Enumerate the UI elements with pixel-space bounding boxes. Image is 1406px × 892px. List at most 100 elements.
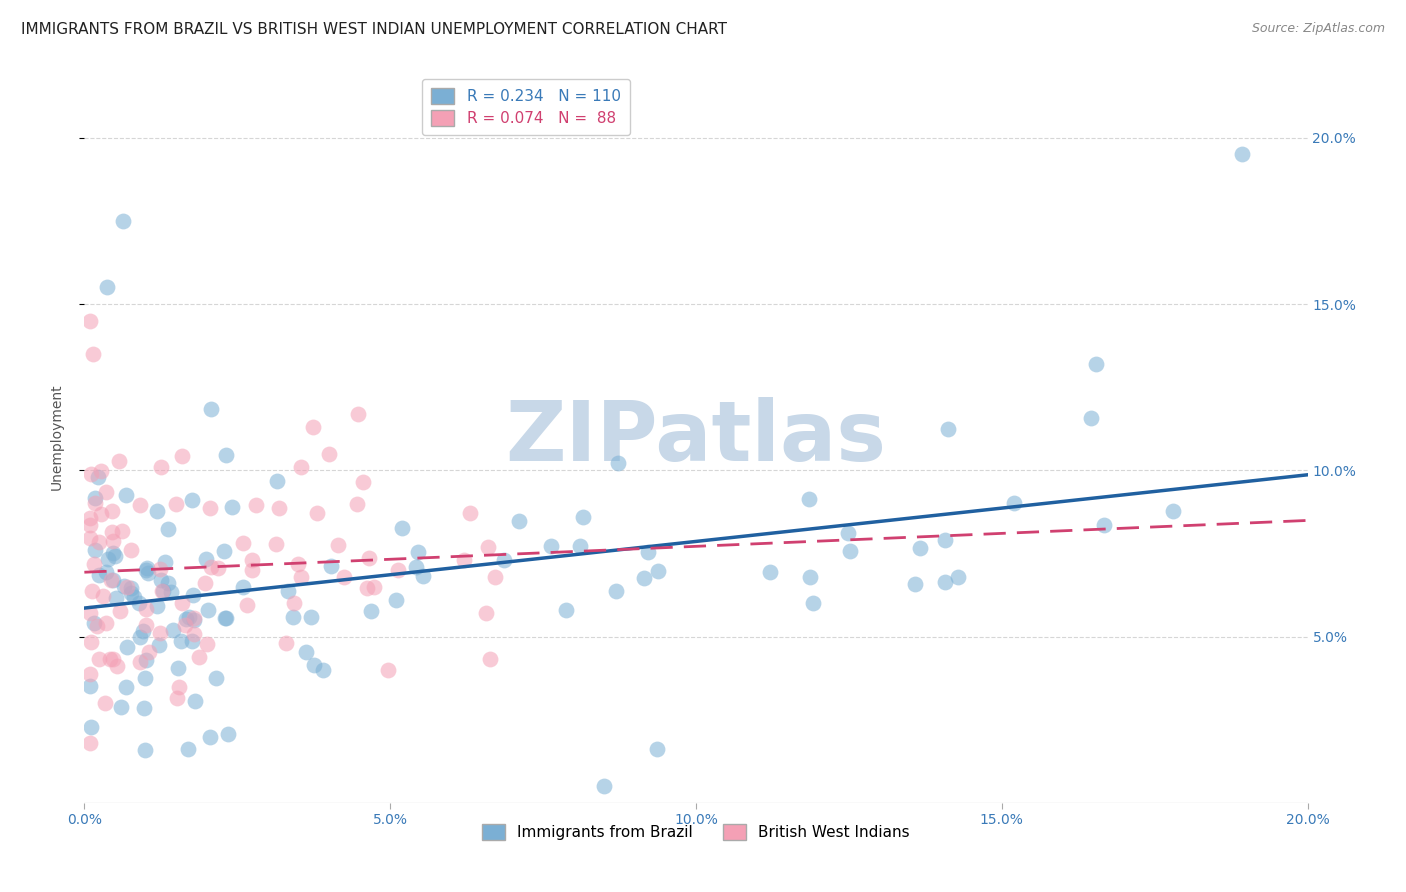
Point xyxy=(637,545,659,559)
Point xyxy=(134,671,156,685)
Point xyxy=(290,460,312,475)
Point xyxy=(101,524,124,539)
Point xyxy=(172,596,194,610)
Point xyxy=(156,522,179,536)
Point xyxy=(460,506,482,520)
Point xyxy=(145,599,167,613)
Point xyxy=(87,535,110,549)
Text: ZIPatlas: ZIPatlas xyxy=(506,397,886,477)
Point xyxy=(1092,517,1115,532)
Point xyxy=(94,565,117,579)
Point xyxy=(122,590,145,604)
Point xyxy=(170,633,193,648)
Point xyxy=(149,626,172,640)
Point xyxy=(215,611,238,625)
Point xyxy=(79,531,101,545)
Point xyxy=(198,500,221,515)
Point xyxy=(83,557,105,571)
Point xyxy=(363,580,385,594)
Point xyxy=(385,592,408,607)
Point xyxy=(908,541,931,555)
Point xyxy=(105,591,128,605)
Point xyxy=(1080,411,1102,425)
Point xyxy=(177,609,200,624)
Point xyxy=(207,561,229,575)
Point xyxy=(111,214,134,228)
Point xyxy=(405,560,427,574)
Point xyxy=(240,563,263,577)
Text: IMMIGRANTS FROM BRAZIL VS BRITISH WEST INDIAN UNEMPLOYMENT CORRELATION CHART: IMMIGRANTS FROM BRAZIL VS BRITISH WEST I… xyxy=(21,22,727,37)
Point xyxy=(647,741,669,756)
Point xyxy=(478,652,501,666)
Point xyxy=(135,617,157,632)
Point xyxy=(245,498,267,512)
Point xyxy=(152,584,174,599)
Point xyxy=(138,645,160,659)
Point xyxy=(128,596,150,610)
Point xyxy=(150,460,173,475)
Point xyxy=(360,604,382,618)
Point xyxy=(172,449,194,463)
Point xyxy=(453,552,475,566)
Point xyxy=(134,602,156,616)
Point xyxy=(105,658,128,673)
Point xyxy=(87,652,110,666)
Point xyxy=(101,534,124,549)
Point xyxy=(96,280,118,294)
Point xyxy=(101,573,124,587)
Point xyxy=(167,681,190,695)
Text: Source: ZipAtlas.com: Source: ZipAtlas.com xyxy=(1251,22,1385,36)
Point xyxy=(132,701,155,715)
Point xyxy=(162,624,184,638)
Point xyxy=(274,636,297,650)
Point xyxy=(1230,147,1253,161)
Point xyxy=(195,552,218,566)
Point xyxy=(606,456,628,470)
Point xyxy=(101,652,124,666)
Point xyxy=(214,611,236,625)
Point xyxy=(115,581,138,595)
Point xyxy=(107,454,129,468)
Point xyxy=(200,402,222,417)
Point xyxy=(406,545,429,559)
Point xyxy=(110,699,132,714)
Point xyxy=(387,563,409,577)
Point xyxy=(84,491,107,505)
Point xyxy=(146,504,169,518)
Point xyxy=(312,663,335,677)
Point xyxy=(647,564,669,578)
Point xyxy=(184,694,207,708)
Point xyxy=(79,667,101,681)
Point xyxy=(217,727,239,741)
Point xyxy=(93,696,115,710)
Point xyxy=(79,511,101,525)
Point xyxy=(149,562,172,576)
Point xyxy=(299,610,322,624)
Point xyxy=(540,539,562,553)
Point xyxy=(150,573,173,587)
Point xyxy=(633,571,655,585)
Point xyxy=(508,514,530,528)
Point xyxy=(215,448,238,462)
Point xyxy=(838,544,860,558)
Point xyxy=(181,588,204,602)
Point xyxy=(267,500,290,515)
Point xyxy=(356,582,378,596)
Point xyxy=(236,598,259,612)
Point xyxy=(174,617,197,632)
Point xyxy=(87,568,110,582)
Point xyxy=(904,576,927,591)
Point xyxy=(80,634,103,648)
Point xyxy=(183,614,205,628)
Point xyxy=(97,552,120,566)
Point xyxy=(197,603,219,617)
Point xyxy=(352,475,374,489)
Point xyxy=(94,616,117,631)
Point xyxy=(837,525,859,540)
Point xyxy=(98,652,121,666)
Point xyxy=(79,736,101,750)
Point xyxy=(93,589,115,603)
Point xyxy=(117,640,139,654)
Point xyxy=(938,422,960,436)
Point xyxy=(136,566,159,581)
